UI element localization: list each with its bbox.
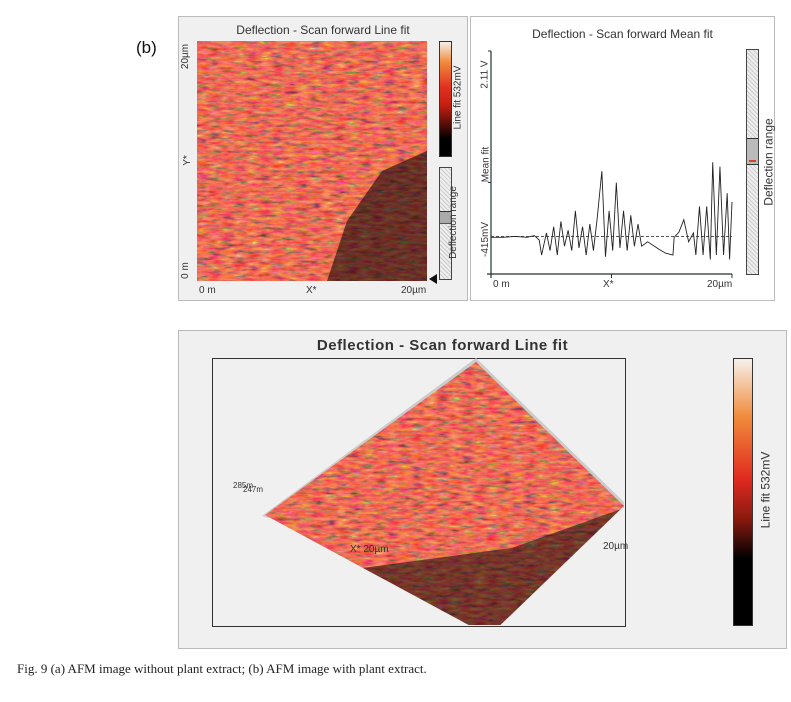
profile-line — [491, 162, 733, 260]
x-mid-label: X* — [306, 285, 317, 296]
3d-title: Deflection - Scan forward Line fit — [316, 337, 569, 354]
line-profile-panel: Deflection - Scan forward Mean fit 2.11 … — [470, 16, 776, 301]
x-tick-right: 20µm — [707, 279, 733, 290]
3d-plot-frame — [212, 358, 626, 627]
range-label: Deflection range — [761, 118, 776, 206]
afm-3d-panel: Deflection - Scan forward Line fit 285m … — [178, 330, 787, 649]
y-top-label: 20µm — [180, 43, 192, 70]
colorbar — [733, 358, 753, 626]
y-tick-top: 2.11 V — [479, 60, 491, 89]
y-bottom-label: 0 m — [179, 262, 191, 279]
colorbar — [439, 41, 452, 157]
map-title: Deflection - Scan forward Line fit — [236, 23, 410, 37]
colorbar-label: Line fit 532mV — [758, 451, 773, 529]
range-marker — [749, 160, 756, 162]
y-axis-label: Mean fit — [480, 146, 492, 183]
range-thumb[interactable] — [747, 138, 758, 165]
y-tick-bottom: -415mV — [480, 221, 492, 258]
x-axis-label: X* 20µm — [350, 544, 389, 555]
range-thumb[interactable] — [440, 211, 451, 224]
afm-3d-surface — [262, 358, 624, 625]
profile-chart — [487, 50, 733, 278]
afm-2d-image — [197, 41, 427, 281]
y-mid-label: Y* — [181, 155, 193, 166]
afm-2d-map-panel: Deflection - Scan forward Line fit 20µm … — [178, 16, 468, 301]
colorbar-label: Line fit 532mV — [452, 65, 464, 130]
y-axis-label: 20µm — [603, 541, 629, 552]
x-tick-mid: X* — [603, 279, 614, 290]
x-left-label: 0 m — [199, 285, 216, 296]
deflection-range-slider[interactable] — [746, 49, 759, 275]
x-tick-left: 0 m — [493, 279, 510, 290]
profile-title: Deflection - Scan forward Mean fit — [532, 27, 713, 41]
z-label-b: 247m — [243, 485, 264, 494]
z-label-a: 285m — [233, 481, 254, 490]
deflection-range-slider[interactable] — [439, 167, 452, 280]
scan-line-marker-icon[interactable] — [429, 274, 437, 284]
range-label: Deflection range — [447, 186, 459, 259]
panel-label: (b) — [136, 38, 157, 57]
figure-caption: Fig. 9 (a) AFM image without plant extra… — [17, 661, 427, 676]
x-right-label: 20µm — [401, 285, 427, 296]
